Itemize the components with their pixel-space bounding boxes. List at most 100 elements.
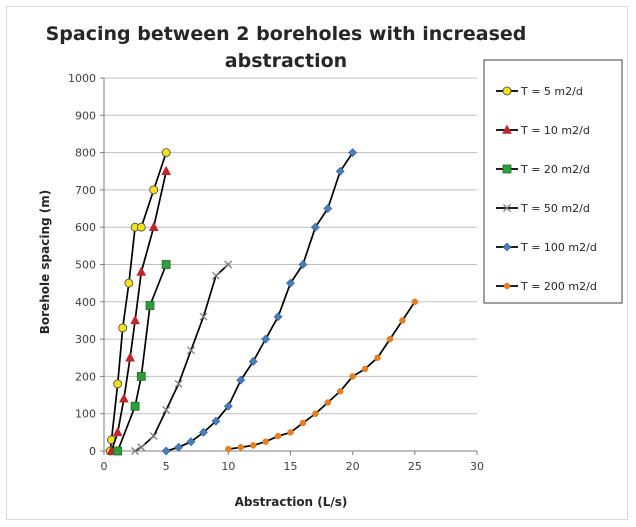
data-point [386,335,394,343]
y-tick-label: 300 [75,333,96,346]
data-point [287,429,294,436]
x-mark-stroke [149,432,158,441]
series-line [228,301,416,450]
data-point [349,373,356,380]
data-point [136,371,146,381]
data-point [136,266,147,276]
data-point [130,314,140,325]
legend-marker [502,164,512,174]
data-point [336,388,344,395]
data-point [299,419,307,427]
data-point [324,399,332,406]
y-tick-label: 0 [89,445,96,458]
data-point [249,442,257,449]
x-mark-stroke [174,379,183,388]
y-tick-label: 800 [75,147,96,160]
data-point [211,416,221,426]
legend-marker [502,242,512,252]
data-point [162,406,171,414]
series-5 [161,148,358,456]
data-point [136,222,146,232]
x-mark-stroke [137,443,146,452]
series-line [110,171,168,452]
legend-marker [502,86,512,96]
data-point [248,357,258,366]
series-line [165,152,354,452]
chart-title-line-1: Spacing between 2 boreholes with increas… [46,23,527,45]
legend-entry-2: T = 10 m2/d [496,124,590,137]
x-mark-stroke [224,260,233,269]
gridlines [104,77,477,415]
data-point [125,352,136,362]
legend-marker [502,124,512,134]
data-point [131,447,140,455]
y-tick-label: 1000 [68,72,96,85]
axes: 0 100 200 300 400 500 600 700 800 900 1000 0 5 10 15 20… [68,72,484,473]
legend-box [483,59,623,304]
data-point [273,312,283,322]
series-3 [113,260,171,456]
data-point [274,432,282,440]
data-point [137,443,146,452]
data-point [130,401,140,411]
data-point [310,222,320,232]
legend-entry-4: T = 50 m2/d [496,202,590,215]
data-point [148,221,159,231]
x-mark-stroke [503,204,511,212]
x-mark-stroke [131,447,140,455]
x-tick-label: 25 [408,460,422,473]
data-point [124,278,134,288]
data-point [323,204,333,213]
data-point [286,278,295,288]
x-mark-stroke [162,406,171,414]
data-point [312,410,319,417]
x-mark-stroke [211,271,220,280]
y-tick-label: 400 [75,296,96,309]
series-4 [131,260,233,455]
y-tick-label: 900 [75,109,96,122]
data-point [399,317,406,324]
data-point [174,442,184,452]
x-axis-title: Abstraction (L/s) [235,495,348,509]
x-tick-label: 20 [346,460,360,473]
data-point [361,365,369,373]
data-point [224,260,233,269]
x-tick-label: 5 [163,460,170,473]
data-point [174,379,183,388]
data-point [236,375,246,385]
y-tick-label: 500 [75,259,96,272]
legend-marker [503,282,511,290]
data-point [187,346,195,355]
x-tick-label: 10 [221,460,235,473]
x-tick-label: 15 [284,460,298,473]
data-point [374,354,381,361]
data-point [298,260,308,269]
data-point [118,393,129,403]
legend-marker [503,204,511,212]
data-point [113,379,123,389]
legend-label: T = 100 m2/d [520,241,597,254]
y-tick-label: 600 [75,221,96,234]
y-tick-label: 100 [75,408,96,421]
data-point [145,301,155,310]
data-point [225,445,232,453]
legend-label: T = 200 m2/d [520,280,597,293]
data-point [237,444,245,451]
data-point [261,334,271,344]
data-point [348,148,358,158]
legend-label: T = 20 m2/d [520,163,590,176]
y-tick-label: 200 [75,370,96,383]
legend: T = 5 m2/d T = 10 m2/d T = 20 m2/d T = 50 m… [483,59,623,304]
series-layer [105,148,419,456]
data-point [161,165,172,175]
chart-title-line-2: abstraction [225,50,347,72]
series-1 [105,148,171,456]
legend-label: T = 10 m2/d [520,124,590,137]
data-point [149,432,158,441]
y-axis-title: Borehole spacing (m) [38,190,52,335]
x-mark-stroke [199,312,208,321]
data-point [161,148,171,158]
x-tick-label: 30 [470,460,484,473]
data-point [161,260,171,269]
legend-entry-3: T = 20 m2/d [496,163,590,176]
